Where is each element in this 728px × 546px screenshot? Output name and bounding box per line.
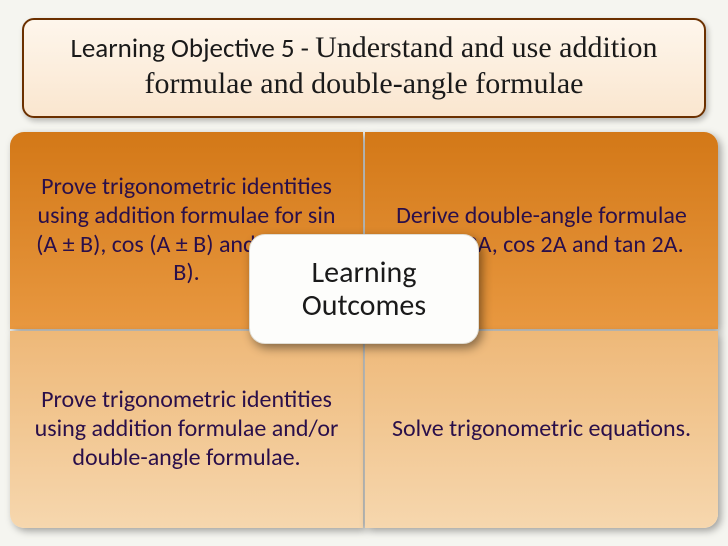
- title-box: Learning Objective 5 - Understand and us…: [22, 18, 706, 118]
- center-label: Learning Outcomes: [250, 256, 478, 322]
- quadrant-text: Prove trigonometric identities using add…: [28, 386, 345, 472]
- quadrant-text: Solve trigonometric equations.: [392, 415, 691, 444]
- slide-container: Learning Objective 5 - Understand and us…: [0, 0, 728, 546]
- center-label-box: Learning Outcomes: [249, 234, 479, 344]
- quadrant-bottom-right: Solve trigonometric equations.: [365, 331, 718, 528]
- title-prefix: Learning Objective 5 -: [71, 32, 316, 65]
- quadrant-bottom-left: Prove trigonometric identities using add…: [10, 331, 363, 528]
